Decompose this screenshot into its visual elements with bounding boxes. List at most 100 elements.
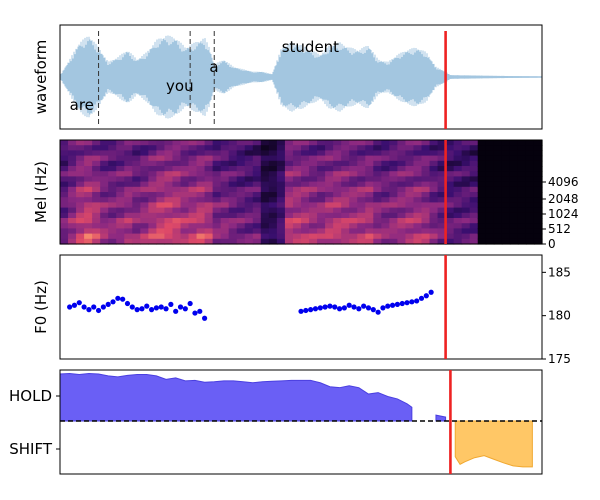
mel-cell bbox=[156, 181, 166, 188]
mel-cell bbox=[461, 197, 471, 203]
mel-cell bbox=[365, 202, 374, 209]
mel-cell bbox=[437, 223, 447, 229]
mel-cell bbox=[309, 145, 318, 151]
mel-cell bbox=[196, 181, 206, 188]
mel-cell bbox=[533, 238, 543, 245]
mel-cell bbox=[397, 212, 407, 219]
mel-cell bbox=[501, 228, 511, 235]
mel-cell bbox=[517, 202, 527, 209]
mel-cell bbox=[228, 140, 238, 146]
mel-cell bbox=[501, 186, 511, 193]
mel-cell bbox=[212, 212, 222, 219]
mel-cell bbox=[92, 155, 101, 162]
mel-cell bbox=[317, 171, 326, 177]
mel-cell bbox=[76, 160, 85, 167]
mel-cell bbox=[485, 171, 495, 177]
mel-cell bbox=[212, 160, 222, 167]
mel-cell bbox=[108, 171, 117, 177]
mel-cell bbox=[333, 233, 342, 240]
mel-cell bbox=[301, 197, 310, 203]
mel-cell bbox=[533, 160, 543, 167]
mel-cell bbox=[108, 150, 117, 157]
mel-cell bbox=[357, 197, 366, 203]
f0-point bbox=[115, 295, 121, 301]
mel-cell bbox=[509, 233, 519, 240]
mel-cell bbox=[317, 176, 326, 183]
mel-cell bbox=[525, 228, 535, 235]
mel-cell bbox=[413, 207, 423, 214]
mel-cell bbox=[228, 197, 238, 203]
mel-cell bbox=[172, 212, 182, 219]
mel-cell bbox=[405, 160, 415, 167]
mel-cell bbox=[68, 228, 77, 235]
mel-cell bbox=[220, 233, 230, 240]
mel-cell bbox=[365, 233, 374, 240]
mel-cell bbox=[292, 160, 302, 167]
mel-cell bbox=[148, 238, 157, 245]
f0-point bbox=[110, 299, 116, 305]
mel-cell bbox=[132, 238, 141, 245]
mel-cell bbox=[501, 140, 511, 146]
mel-cell bbox=[509, 218, 519, 224]
mel-cell bbox=[164, 166, 174, 172]
mel-cell bbox=[180, 192, 190, 198]
mel-cell bbox=[525, 166, 535, 172]
mel-cell bbox=[445, 160, 455, 167]
mel-cell bbox=[180, 176, 190, 183]
mel-cell bbox=[156, 212, 166, 219]
mel-cell bbox=[421, 140, 431, 146]
mel-cell bbox=[517, 166, 527, 172]
mel-cell bbox=[381, 176, 390, 183]
mel-cell bbox=[228, 181, 238, 188]
mel-cell bbox=[501, 238, 511, 245]
mel-cell bbox=[156, 150, 166, 157]
time-cursors bbox=[444, 31, 452, 474]
mel-cell bbox=[325, 238, 334, 245]
mel-cell bbox=[509, 171, 519, 177]
mel-cell bbox=[373, 171, 382, 177]
mel-cell bbox=[525, 197, 535, 203]
mel-cell bbox=[236, 197, 246, 203]
mel-cell bbox=[453, 155, 463, 162]
mel-cell bbox=[132, 155, 141, 162]
mel-cell bbox=[124, 197, 133, 203]
mel-cell bbox=[325, 181, 334, 188]
mel-cell bbox=[180, 212, 190, 219]
mel-cell bbox=[108, 228, 117, 235]
mel-cell bbox=[260, 166, 270, 172]
mel-cell bbox=[469, 202, 479, 209]
mel-cell bbox=[292, 218, 302, 224]
mel-cell bbox=[501, 218, 511, 224]
mel-cell bbox=[268, 181, 278, 188]
mel-cell bbox=[365, 160, 374, 167]
mel-cell bbox=[68, 160, 77, 167]
mel-cell bbox=[196, 155, 206, 162]
mel-cell bbox=[268, 166, 278, 172]
mel-cell bbox=[132, 176, 141, 183]
mel-cell bbox=[188, 228, 198, 235]
turn-frame bbox=[59, 369, 543, 475]
mel-cell bbox=[381, 181, 390, 188]
mel-cell bbox=[381, 212, 390, 219]
mel-cell bbox=[517, 233, 527, 240]
mel-cell bbox=[140, 140, 149, 146]
mel-cell bbox=[140, 218, 149, 224]
mel-cell bbox=[188, 202, 198, 209]
mel-cell bbox=[373, 233, 382, 240]
mel-cell bbox=[469, 233, 479, 240]
mel-cell bbox=[212, 186, 222, 193]
mel-cell bbox=[220, 207, 230, 214]
f0-frame bbox=[59, 254, 543, 360]
mel-cell bbox=[84, 160, 93, 167]
f0-point bbox=[365, 305, 372, 311]
mel-cell bbox=[405, 223, 415, 229]
f0-scatter bbox=[67, 289, 434, 321]
mel-cell bbox=[68, 212, 77, 219]
mel-cell bbox=[437, 160, 447, 167]
mel-cell bbox=[252, 166, 262, 172]
f0-point bbox=[163, 306, 169, 312]
mel-cell bbox=[421, 212, 431, 219]
mel-cell bbox=[413, 233, 423, 240]
mel-cell bbox=[533, 228, 543, 235]
mel-cell bbox=[116, 238, 125, 245]
